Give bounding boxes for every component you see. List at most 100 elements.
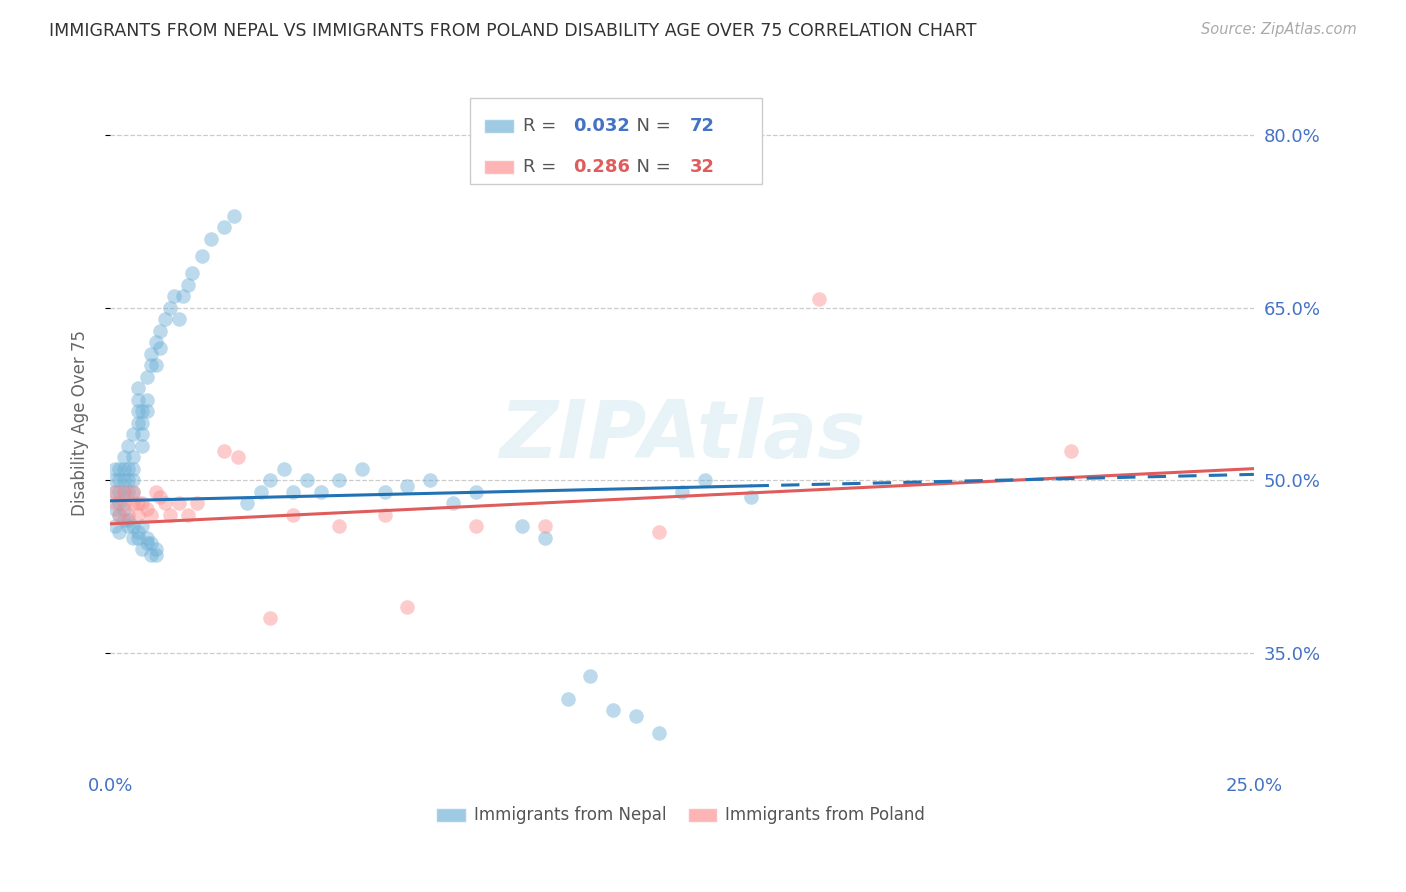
Point <box>693 473 716 487</box>
Point <box>104 484 127 499</box>
Text: IMMIGRANTS FROM NEPAL VS IMMIGRANTS FROM POLAND DISABILITY AGE OVER 75 CORRELATI: IMMIGRANTS FROM NEPAL VS IMMIGRANTS FROM… <box>49 22 977 40</box>
Point <box>112 461 135 475</box>
Point <box>141 358 163 372</box>
Point <box>122 484 145 499</box>
Point <box>135 531 157 545</box>
Point <box>1060 444 1083 458</box>
Point <box>273 461 295 475</box>
Text: 72: 72 <box>690 117 716 135</box>
Y-axis label: Disability Age Over 75: Disability Age Over 75 <box>72 330 89 516</box>
Point <box>328 519 350 533</box>
Point <box>112 484 135 499</box>
Text: R =: R = <box>523 158 562 177</box>
FancyBboxPatch shape <box>436 808 465 822</box>
Point <box>214 444 236 458</box>
Point <box>117 473 139 487</box>
Point <box>112 484 135 499</box>
Point <box>135 404 157 418</box>
Point <box>135 369 157 384</box>
Point <box>108 473 131 487</box>
Point <box>108 524 131 539</box>
Point <box>374 484 396 499</box>
Point <box>141 346 163 360</box>
Point <box>190 249 212 263</box>
Point <box>441 496 464 510</box>
Text: Source: ZipAtlas.com: Source: ZipAtlas.com <box>1201 22 1357 37</box>
Point <box>648 524 671 539</box>
Point <box>350 461 373 475</box>
Point <box>465 519 488 533</box>
Point <box>122 484 145 499</box>
Point <box>127 416 149 430</box>
Point <box>200 231 222 245</box>
Point <box>117 461 139 475</box>
Point <box>648 726 671 740</box>
Point <box>259 473 281 487</box>
Point <box>145 548 167 562</box>
Point <box>108 508 131 522</box>
Point <box>131 542 153 557</box>
Point <box>328 473 350 487</box>
Text: Immigrants from Nepal: Immigrants from Nepal <box>474 805 666 823</box>
FancyBboxPatch shape <box>484 161 513 174</box>
Point <box>112 496 135 510</box>
Text: ZIPAtlas: ZIPAtlas <box>499 398 865 475</box>
Point <box>167 496 190 510</box>
Point <box>250 484 273 499</box>
Point <box>602 703 624 717</box>
Point <box>104 519 127 533</box>
Point <box>163 289 186 303</box>
Point <box>141 548 163 562</box>
Point <box>177 277 200 292</box>
Point <box>557 691 579 706</box>
Point <box>135 502 157 516</box>
Point <box>122 427 145 442</box>
Point <box>465 484 488 499</box>
Point <box>122 461 145 475</box>
Point <box>295 473 318 487</box>
Point <box>135 536 157 550</box>
Point <box>117 484 139 499</box>
Point <box>127 392 149 407</box>
Point <box>259 611 281 625</box>
Point <box>740 491 762 505</box>
Point <box>533 531 555 545</box>
Point <box>108 508 131 522</box>
Point <box>186 496 208 510</box>
Point <box>131 519 153 533</box>
Point <box>159 508 181 522</box>
Point <box>104 473 127 487</box>
Text: 32: 32 <box>690 158 716 177</box>
Point <box>127 404 149 418</box>
Point <box>153 496 176 510</box>
Point <box>127 508 149 522</box>
Point <box>108 484 131 499</box>
Point <box>181 266 204 280</box>
Point <box>167 312 190 326</box>
FancyBboxPatch shape <box>471 98 762 185</box>
Point <box>131 439 153 453</box>
Point <box>145 484 167 499</box>
Point <box>127 531 149 545</box>
Point <box>131 427 153 442</box>
Point <box>159 301 181 315</box>
Point <box>145 358 167 372</box>
Point <box>671 484 693 499</box>
Point <box>145 542 167 557</box>
Point <box>127 381 149 395</box>
Point <box>145 334 167 349</box>
Point <box>131 404 153 418</box>
Point <box>510 519 533 533</box>
Point <box>127 496 149 510</box>
Point <box>122 519 145 533</box>
Point <box>104 461 127 475</box>
Point <box>222 209 245 223</box>
Point <box>149 324 172 338</box>
Point <box>141 536 163 550</box>
Point <box>112 473 135 487</box>
Point <box>153 312 176 326</box>
Text: 0.032: 0.032 <box>574 117 630 135</box>
FancyBboxPatch shape <box>688 808 717 822</box>
Point <box>214 219 236 234</box>
Point <box>419 473 441 487</box>
